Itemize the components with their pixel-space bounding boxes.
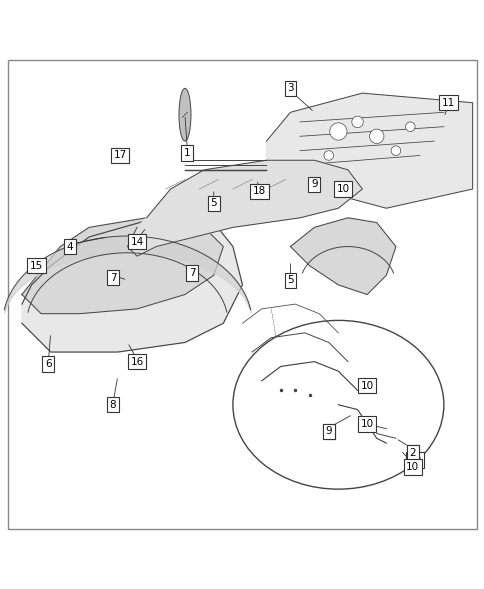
Text: 9: 9 bbox=[310, 179, 317, 189]
Text: 10: 10 bbox=[360, 419, 373, 429]
Text: 4: 4 bbox=[66, 241, 73, 252]
Polygon shape bbox=[127, 160, 362, 256]
Text: 11: 11 bbox=[441, 98, 454, 108]
Ellipse shape bbox=[232, 320, 443, 489]
Text: 10: 10 bbox=[336, 184, 349, 194]
Circle shape bbox=[390, 146, 400, 155]
Text: 5: 5 bbox=[287, 275, 293, 285]
Text: 9: 9 bbox=[325, 426, 332, 436]
Text: 10: 10 bbox=[360, 380, 373, 391]
Text: 18: 18 bbox=[252, 187, 265, 196]
Text: 6: 6 bbox=[45, 359, 51, 369]
Circle shape bbox=[405, 122, 414, 131]
Polygon shape bbox=[22, 218, 242, 352]
Text: 2: 2 bbox=[408, 448, 415, 458]
Polygon shape bbox=[266, 93, 472, 208]
Text: 16: 16 bbox=[130, 356, 143, 366]
Text: 7: 7 bbox=[109, 273, 116, 283]
Text: 14: 14 bbox=[130, 237, 143, 247]
Circle shape bbox=[329, 123, 347, 140]
Text: 15: 15 bbox=[30, 261, 43, 271]
Text: 10: 10 bbox=[405, 462, 418, 472]
Circle shape bbox=[351, 116, 363, 128]
Circle shape bbox=[323, 151, 333, 160]
Text: 3: 3 bbox=[287, 83, 293, 93]
Text: 10: 10 bbox=[408, 455, 421, 465]
Text: 8: 8 bbox=[109, 400, 116, 410]
Polygon shape bbox=[22, 218, 223, 314]
Polygon shape bbox=[290, 218, 395, 294]
Text: 2: 2 bbox=[408, 448, 415, 458]
Text: 17: 17 bbox=[113, 150, 127, 160]
Text: 5: 5 bbox=[210, 198, 217, 209]
Circle shape bbox=[369, 129, 383, 144]
Text: 7: 7 bbox=[188, 268, 195, 278]
Text: 1: 1 bbox=[183, 148, 190, 158]
Text: 9: 9 bbox=[325, 426, 332, 436]
Ellipse shape bbox=[179, 88, 191, 141]
